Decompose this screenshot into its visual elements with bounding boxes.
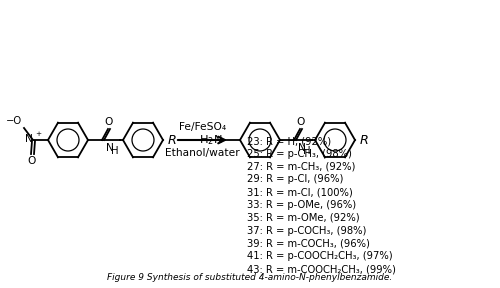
Text: Figure 9 Synthesis of substituted 4-amino-N-phenylbenzamide.: Figure 9 Synthesis of substituted 4-amin… bbox=[108, 273, 393, 282]
Text: 33: R = p-OMe, (96%): 33: R = p-OMe, (96%) bbox=[247, 200, 356, 210]
Text: O: O bbox=[297, 117, 305, 127]
Text: 31: R = m-Cl, (100%): 31: R = m-Cl, (100%) bbox=[247, 187, 353, 197]
Text: 43: R = m-COOCH₂CH₃, (99%): 43: R = m-COOCH₂CH₃, (99%) bbox=[247, 264, 396, 274]
Text: 35: R = m-OMe, (92%): 35: R = m-OMe, (92%) bbox=[247, 213, 360, 223]
Text: R: R bbox=[360, 134, 369, 147]
Text: 37: R = p-COCH₃, (98%): 37: R = p-COCH₃, (98%) bbox=[247, 226, 366, 236]
Text: N: N bbox=[106, 143, 114, 153]
Text: 39: R = m-COCH₃, (96%): 39: R = m-COCH₃, (96%) bbox=[247, 238, 370, 248]
Text: Ethanol/water: Ethanol/water bbox=[165, 148, 240, 158]
Text: H: H bbox=[303, 146, 311, 156]
Text: −O: −O bbox=[6, 116, 22, 126]
Text: N: N bbox=[298, 143, 306, 153]
Text: Fe/FeSO₄: Fe/FeSO₄ bbox=[179, 122, 226, 132]
Text: 29: R = p-Cl, (96%): 29: R = p-Cl, (96%) bbox=[247, 175, 344, 184]
Text: O: O bbox=[28, 156, 36, 166]
Text: O: O bbox=[105, 117, 113, 127]
Text: 25: R = p-CH₃, (98%): 25: R = p-CH₃, (98%) bbox=[247, 149, 352, 159]
Text: +: + bbox=[36, 131, 42, 137]
Text: R: R bbox=[168, 134, 177, 147]
Text: H: H bbox=[111, 146, 119, 156]
Text: 41: R = p-COOCH₂CH₃, (97%): 41: R = p-COOCH₂CH₃, (97%) bbox=[247, 251, 392, 261]
Text: H$_2$N: H$_2$N bbox=[198, 133, 222, 147]
Text: 23: R = H, (92%): 23: R = H, (92%) bbox=[247, 136, 331, 146]
Text: N: N bbox=[25, 134, 33, 144]
Text: 27: R = m-CH₃, (92%): 27: R = m-CH₃, (92%) bbox=[247, 162, 356, 172]
